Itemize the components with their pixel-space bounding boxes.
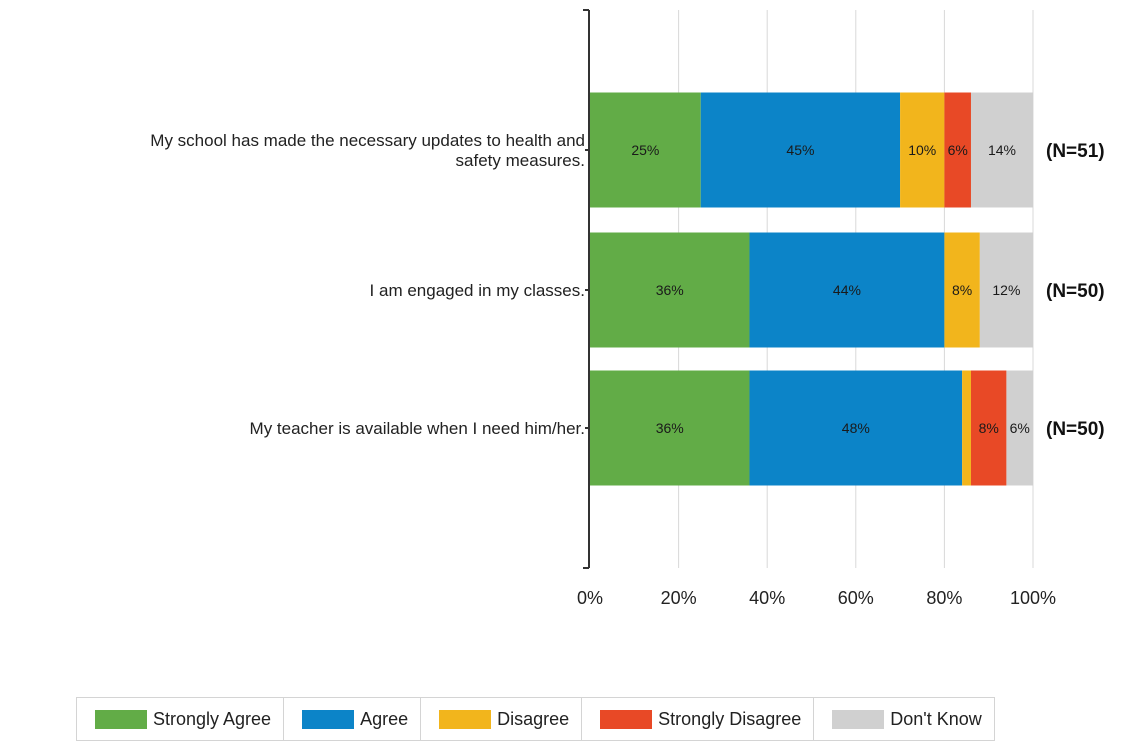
bar-segment [590,92,701,208]
x-tick-label: 80% [926,588,962,608]
bar-segment [962,370,971,486]
legend-swatch [95,709,147,729]
segment-value-label: 8% [979,420,999,436]
segment-value-label: 44% [833,282,861,298]
legend-label: Disagree [497,708,570,729]
x-tick-label: 100% [1010,588,1056,608]
legend-item: Don't Know [814,698,994,740]
legend-item: Disagree [421,698,583,740]
legend-swatch [302,709,355,729]
bar-segment [944,232,980,348]
n-count-label: (N=50) [1046,281,1105,302]
bar-segment [700,92,901,208]
segment-value-label: 36% [656,282,684,298]
legend-swatch [600,709,653,729]
x-tick-label: 60% [838,588,874,608]
segment-value-label: 12% [992,282,1020,298]
legend-item: Agree [284,698,422,740]
segment-value-label: 8% [952,282,972,298]
bar-segment [590,232,750,348]
segment-value-label: 14% [988,142,1016,158]
legend-label: Agree [360,708,409,729]
segment-value-label: 48% [842,420,870,436]
legend-item: Strongly Disagree [582,698,815,740]
bar-segment [749,370,963,486]
legend-swatch [439,709,492,729]
n-count-label: (N=51) [1046,141,1105,162]
bar-segment [590,370,750,486]
bar-segment [900,92,945,208]
stacked-bar-chart: 25% 45% 10% 6% 14% 36% 44% 8% 12% 36% 48% 8% 6% My s… [150,9,1105,608]
category-label: My school has made the necessary updates… [150,131,585,150]
category-label: My teacher is available when I need him/… [250,419,585,438]
legend-label: Strongly Agree [153,708,272,729]
x-tick-label: 20% [661,588,697,608]
bar-segment [749,232,945,348]
legend-swatch [832,709,885,729]
segment-labels: 25% 45% 10% 6% 14% 36% 44% 8% 12% 36% 48% 8% 6% [631,142,1029,436]
legend: Strongly Agree Agree Disagree Strongly Disa… [76,697,995,741]
n-count-label: (N=50) [1046,419,1105,440]
bar-segment [1006,370,1033,486]
segment-value-label: 36% [656,420,684,436]
category-labels: My school has made the necessary updates… [150,131,585,438]
legend-label: Don't Know [890,708,982,729]
x-tick-label: 0% [577,588,603,608]
n-count-labels: (N=51) (N=50) (N=50) [1046,141,1105,440]
x-axis-ticks: 0% 20% 40% 60% 80% 100% [577,588,1056,608]
segment-value-label: 10% [908,142,936,158]
x-tick-label: 40% [749,588,785,608]
legend-label: Strongly Disagree [658,708,802,729]
segment-value-label: 25% [631,142,659,158]
bar-segment [979,232,1033,348]
bar-segment [944,92,971,208]
bar-segment [970,370,1007,486]
bar-segment [970,92,1033,208]
segment-value-label: 45% [786,142,814,158]
segment-value-label: 6% [948,142,968,158]
category-label: safety measures. [456,151,585,170]
bars-area [590,92,1033,486]
y-axis [583,9,590,569]
segment-value-label: 6% [1010,420,1030,436]
category-label: I am engaged in my classes. [370,281,585,300]
legend-item: Strongly Agree [77,698,285,740]
